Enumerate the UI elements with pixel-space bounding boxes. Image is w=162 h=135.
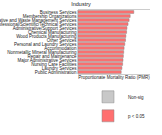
svg-text:Public Administration: Public Administration [35,70,77,75]
svg-text:Proportionate Mortality Ratio: Proportionate Mortality Ratio (PMR) [78,75,150,80]
svg-text:Nonmetallic Mineral Manufactur: Nonmetallic Mineral Manufacturing [7,50,77,55]
svg-text:Repair and Maintenance: Repair and Maintenance [28,54,78,59]
svg-text:Business Services: Business Services [40,10,78,15]
svg-text:p < 0.05: p < 0.05 [128,114,145,119]
svg-text:Non-sig: Non-sig [128,95,144,100]
svg-text:Accommodation: Accommodation [44,46,77,51]
svg-text:Laundry Services: Laundry Services [42,66,78,71]
svg-text:Nursing Care Facilities: Nursing Care Facilities [31,62,77,67]
svg-text:Membership Organizations: Membership Organizations [23,14,78,19]
svg-text:Administrative/Support Service: Administrative/Support Services [13,26,78,31]
svg-text:Other Services: Other Services [47,38,78,43]
svg-text:Industry: Industry [71,1,91,7]
svg-text:Professional/Scientific/Techni: Professional/Scientific/Technical Servic… [0,22,77,27]
svg-text:Chemical Manufacturing: Chemical Manufacturing [28,30,77,35]
svg-text:Major Administrative Services: Major Administrative Services [18,58,78,63]
svg-text:Administrative and Waste Manag: Administrative and Waste Management Serv… [0,18,77,23]
svg-text:Wood Products Manufacturing: Wood Products Manufacturing [16,34,77,39]
svg-text:Personal and Laundry Services: Personal and Laundry Services [14,42,77,47]
